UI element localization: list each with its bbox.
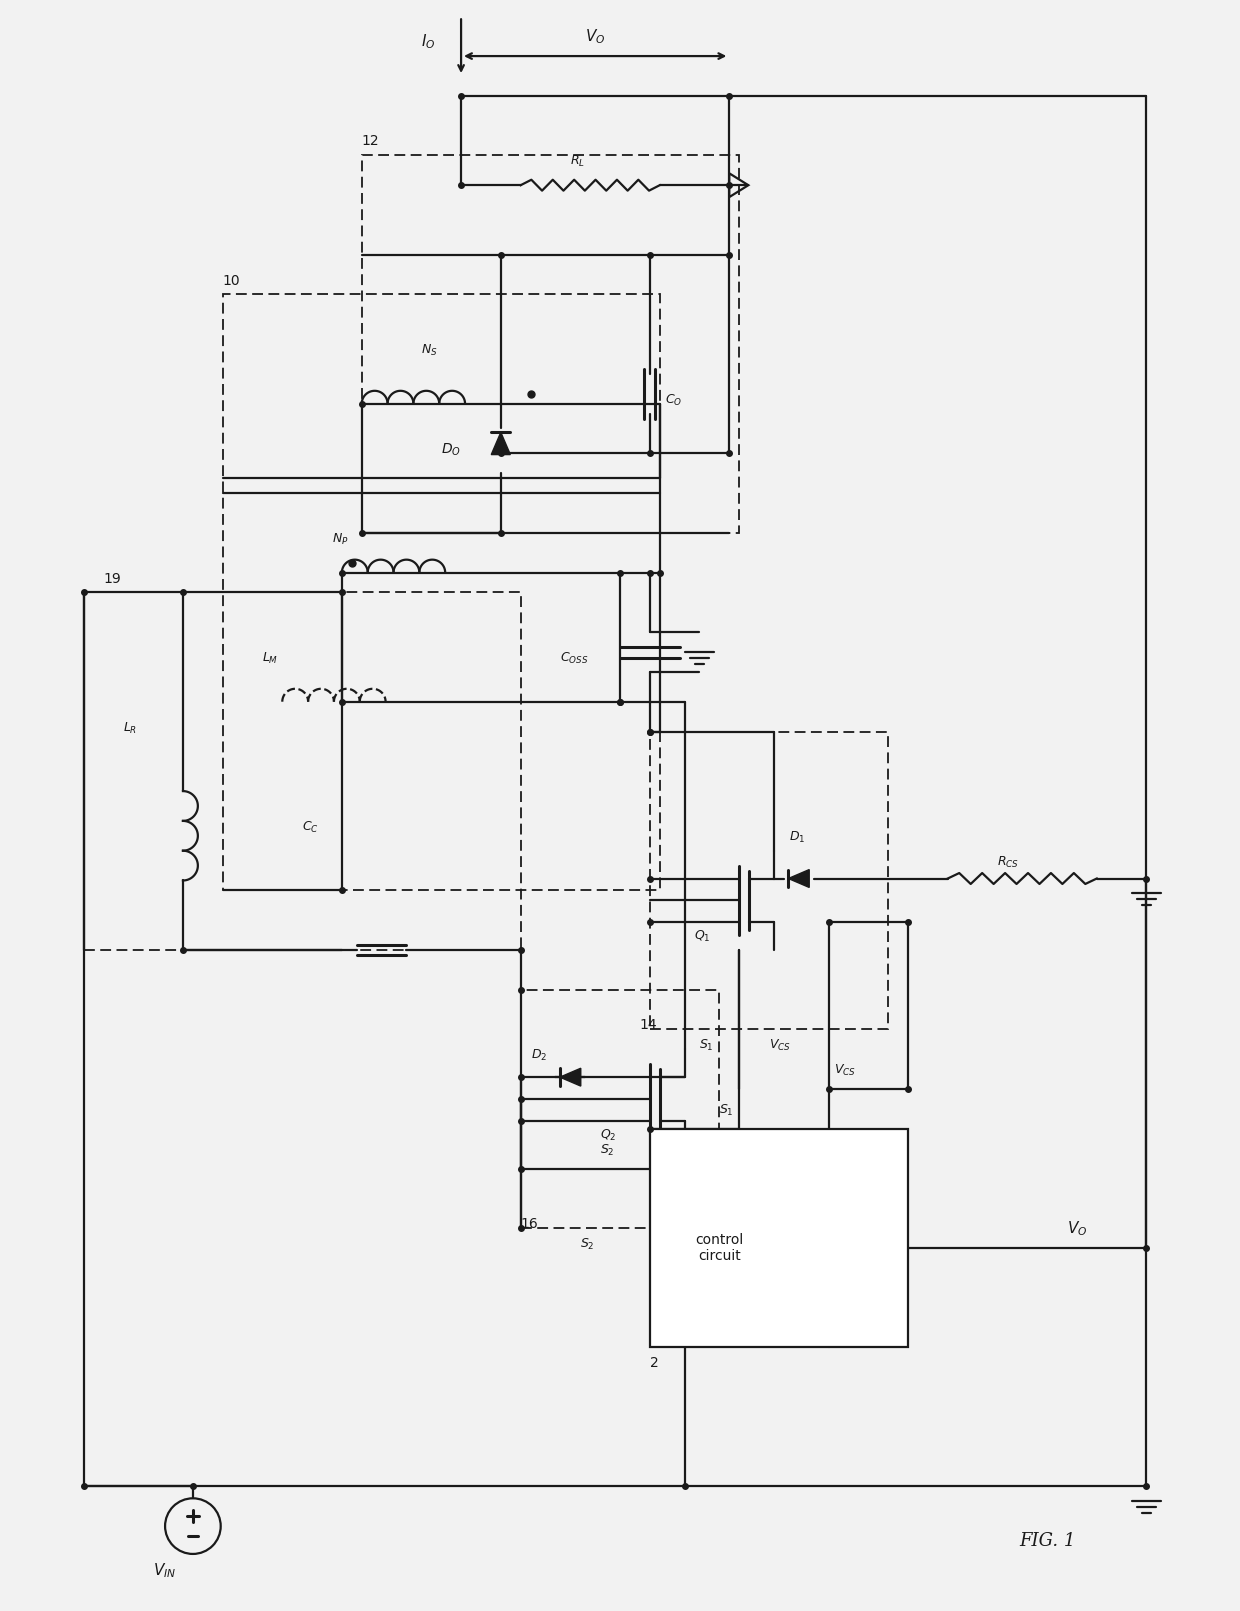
Polygon shape [491,432,511,454]
Text: $S_2$: $S_2$ [600,1142,615,1158]
Text: $S_2$: $S_2$ [580,1237,595,1252]
FancyBboxPatch shape [650,1129,908,1347]
Text: $L_R$: $L_R$ [123,720,138,736]
Text: FIG. 1: FIG. 1 [1019,1532,1075,1550]
Text: $Q_2$: $Q_2$ [600,1128,616,1142]
Polygon shape [560,1068,580,1086]
Text: 10: 10 [223,274,241,287]
Text: $D_2$: $D_2$ [531,1049,547,1063]
Text: $V_{CS}$: $V_{CS}$ [769,1039,791,1054]
Text: $N_S$: $N_S$ [422,343,438,358]
Text: $D_O$: $D_O$ [441,441,461,458]
Text: $N_P$: $N_P$ [332,532,348,546]
Polygon shape [789,870,810,888]
Text: $L_M$: $L_M$ [263,651,279,665]
Text: 12: 12 [362,134,379,148]
Text: 19: 19 [103,572,122,585]
Text: $V_O$: $V_O$ [1066,1220,1087,1237]
Text: $V_{IN}$: $V_{IN}$ [154,1561,176,1580]
Text: $R_{CS}$: $R_{CS}$ [997,854,1019,870]
Text: $C_O$: $C_O$ [665,393,682,408]
Text: $V_{CS}$: $V_{CS}$ [833,1063,856,1078]
Text: $I_O$: $I_O$ [422,32,435,52]
Text: $C_C$: $C_C$ [303,820,319,834]
Text: control
circuit: control circuit [696,1232,744,1263]
Text: 16: 16 [521,1218,538,1231]
Text: $S_1$: $S_1$ [699,1039,714,1054]
Text: $C_{OSS}$: $C_{OSS}$ [560,651,589,665]
Text: $V_O$: $V_O$ [585,27,605,45]
Text: $D_1$: $D_1$ [789,830,805,844]
Text: 14: 14 [640,1018,657,1033]
Text: 2: 2 [650,1356,658,1371]
Text: $R_L$: $R_L$ [570,155,585,169]
Text: $S_1$: $S_1$ [719,1104,734,1118]
Text: $Q_1$: $Q_1$ [694,930,711,944]
